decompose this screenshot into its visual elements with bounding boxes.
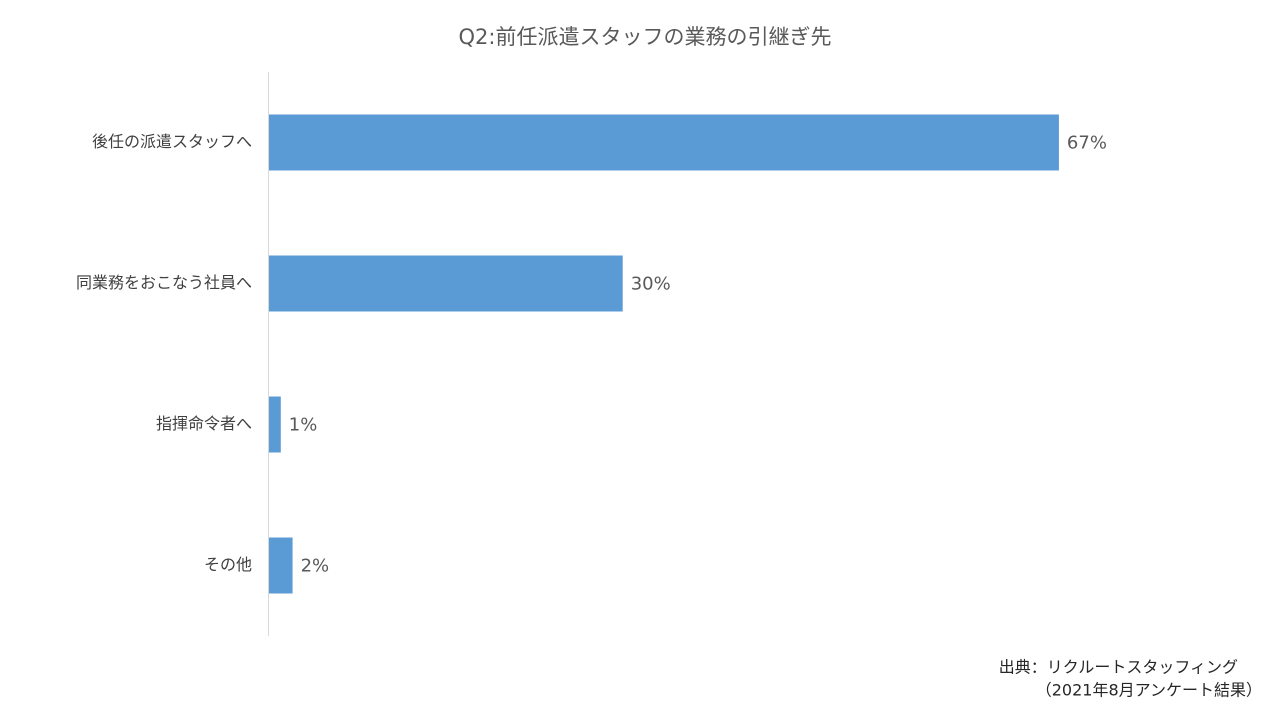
chart-title: Q2:前任派遣スタッフの業務の引継ぎ先 [459,25,832,49]
value-label: 1% [289,415,318,436]
category-label: その他 [204,555,252,574]
value-label: 67% [1067,133,1107,154]
value-label: 2% [301,556,330,577]
value-label: 30% [631,274,671,295]
category-label: 同業務をおこなう社員へ [76,273,252,292]
bar [269,255,623,312]
category-label: 後任の派遣スタッフへ [92,132,252,151]
category-label: 指揮命令者へ [156,414,252,433]
bar [269,114,1059,171]
source-note: 出典：リクルートスタッフィング [999,658,1238,677]
bar [269,537,293,594]
source-note: （2021年8月アンケート結果） [1036,681,1262,700]
bar [269,396,281,453]
